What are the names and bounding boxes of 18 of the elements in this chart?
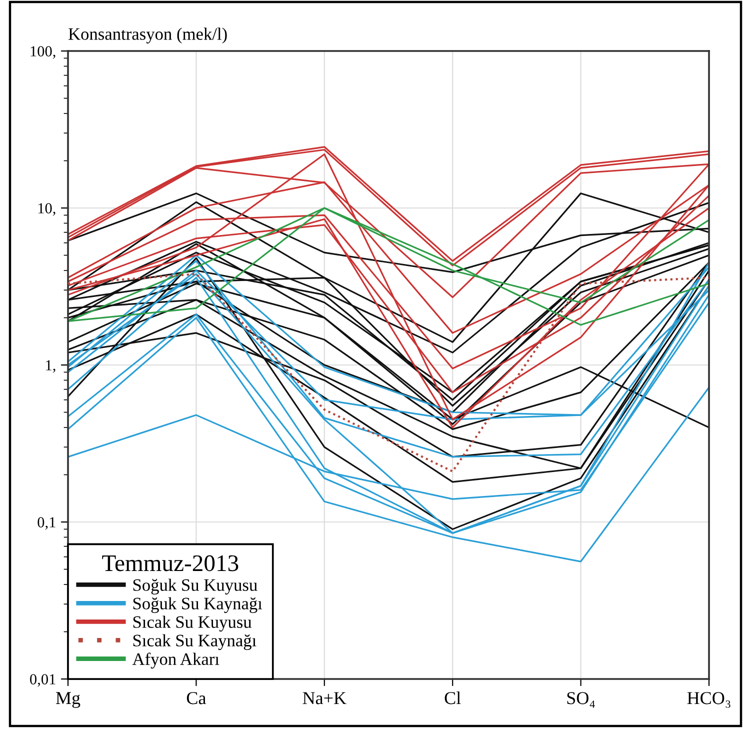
legend-label: Soğuk Su Kuyusu bbox=[133, 578, 258, 594]
y-axis-title: Konsantrasyon (mek/l) bbox=[68, 28, 227, 44]
x-tick-label: HCO₃ bbox=[687, 692, 730, 708]
x-tick-label: SO₄ bbox=[567, 692, 595, 708]
x-tick-label: Mg bbox=[56, 692, 80, 708]
y-tick-label: 1, bbox=[46, 360, 56, 373]
y-tick-label: 100, bbox=[30, 46, 56, 59]
legend-title: Temmuz-2013 bbox=[102, 555, 238, 572]
legend-label: Afyon Akarı bbox=[132, 652, 220, 669]
y-tick-label: 0,01 bbox=[30, 674, 56, 687]
x-tick-label: Ca bbox=[186, 692, 206, 704]
legend-label: Sıcak Su Kuyusu bbox=[133, 616, 252, 632]
y-tick-label: 0,1 bbox=[38, 517, 56, 530]
y-tick-label: 10, bbox=[38, 203, 56, 216]
legend-label: Sıcak Su Kaynağı bbox=[133, 634, 256, 650]
x-tick-label: Na+K bbox=[302, 692, 346, 704]
x-tick-label: Cl bbox=[444, 692, 461, 704]
legend-label: Soğuk Su Kaynağı bbox=[133, 597, 262, 614]
